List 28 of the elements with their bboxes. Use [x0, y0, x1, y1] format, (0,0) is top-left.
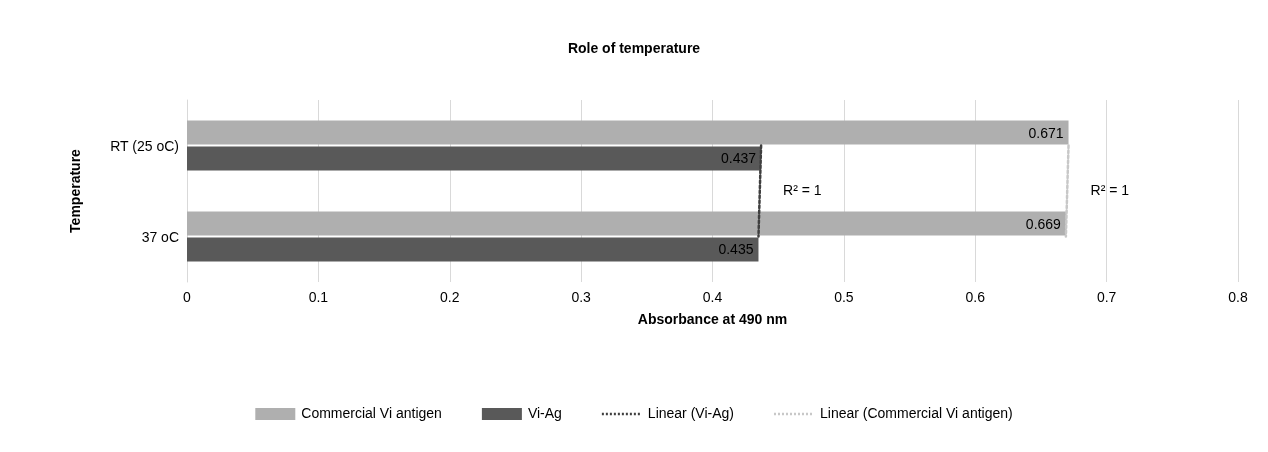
y-axis-title: Temperature	[67, 148, 83, 233]
x-tick-label: 0.6	[965, 289, 986, 305]
legend-label: Linear (Commercial Vi antigen)	[819, 405, 1013, 421]
data-label: 0.671	[1028, 124, 1064, 141]
bar	[187, 237, 759, 262]
x-tick-label: 0.1	[308, 289, 329, 305]
legend-label: Linear (Vi-Ag)	[647, 405, 734, 421]
legend-label: Vi-Ag	[527, 405, 562, 421]
y-tick-label: 37 oC	[141, 228, 179, 245]
data-label: 0.435	[718, 241, 754, 258]
data-label: 0.437	[721, 150, 757, 167]
x-tick-label: 0.2	[440, 289, 460, 305]
x-tick-label: 0.4	[702, 289, 723, 305]
bar	[187, 146, 762, 171]
y-tick-label: RT (25 oC)	[110, 137, 179, 154]
chart-title: Role of temperature	[567, 40, 701, 56]
bar	[187, 120, 1069, 145]
legend-label: Commercial Vi antigen	[301, 405, 442, 421]
x-tick-label: 0.7	[1096, 289, 1117, 305]
x-tick-label: 0.5	[834, 289, 854, 305]
x-tick-label: 0.8	[1228, 289, 1248, 305]
x-tick-label: 0	[183, 289, 192, 305]
bar	[187, 211, 1066, 236]
annotation: R² = 1	[1090, 182, 1130, 198]
annotation: R² = 1	[783, 182, 822, 198]
x-axis-title: Absorbance at 490 nm	[637, 311, 788, 327]
x-tick-label: 0.3	[571, 289, 592, 305]
data-label: 0.669	[1025, 215, 1062, 232]
